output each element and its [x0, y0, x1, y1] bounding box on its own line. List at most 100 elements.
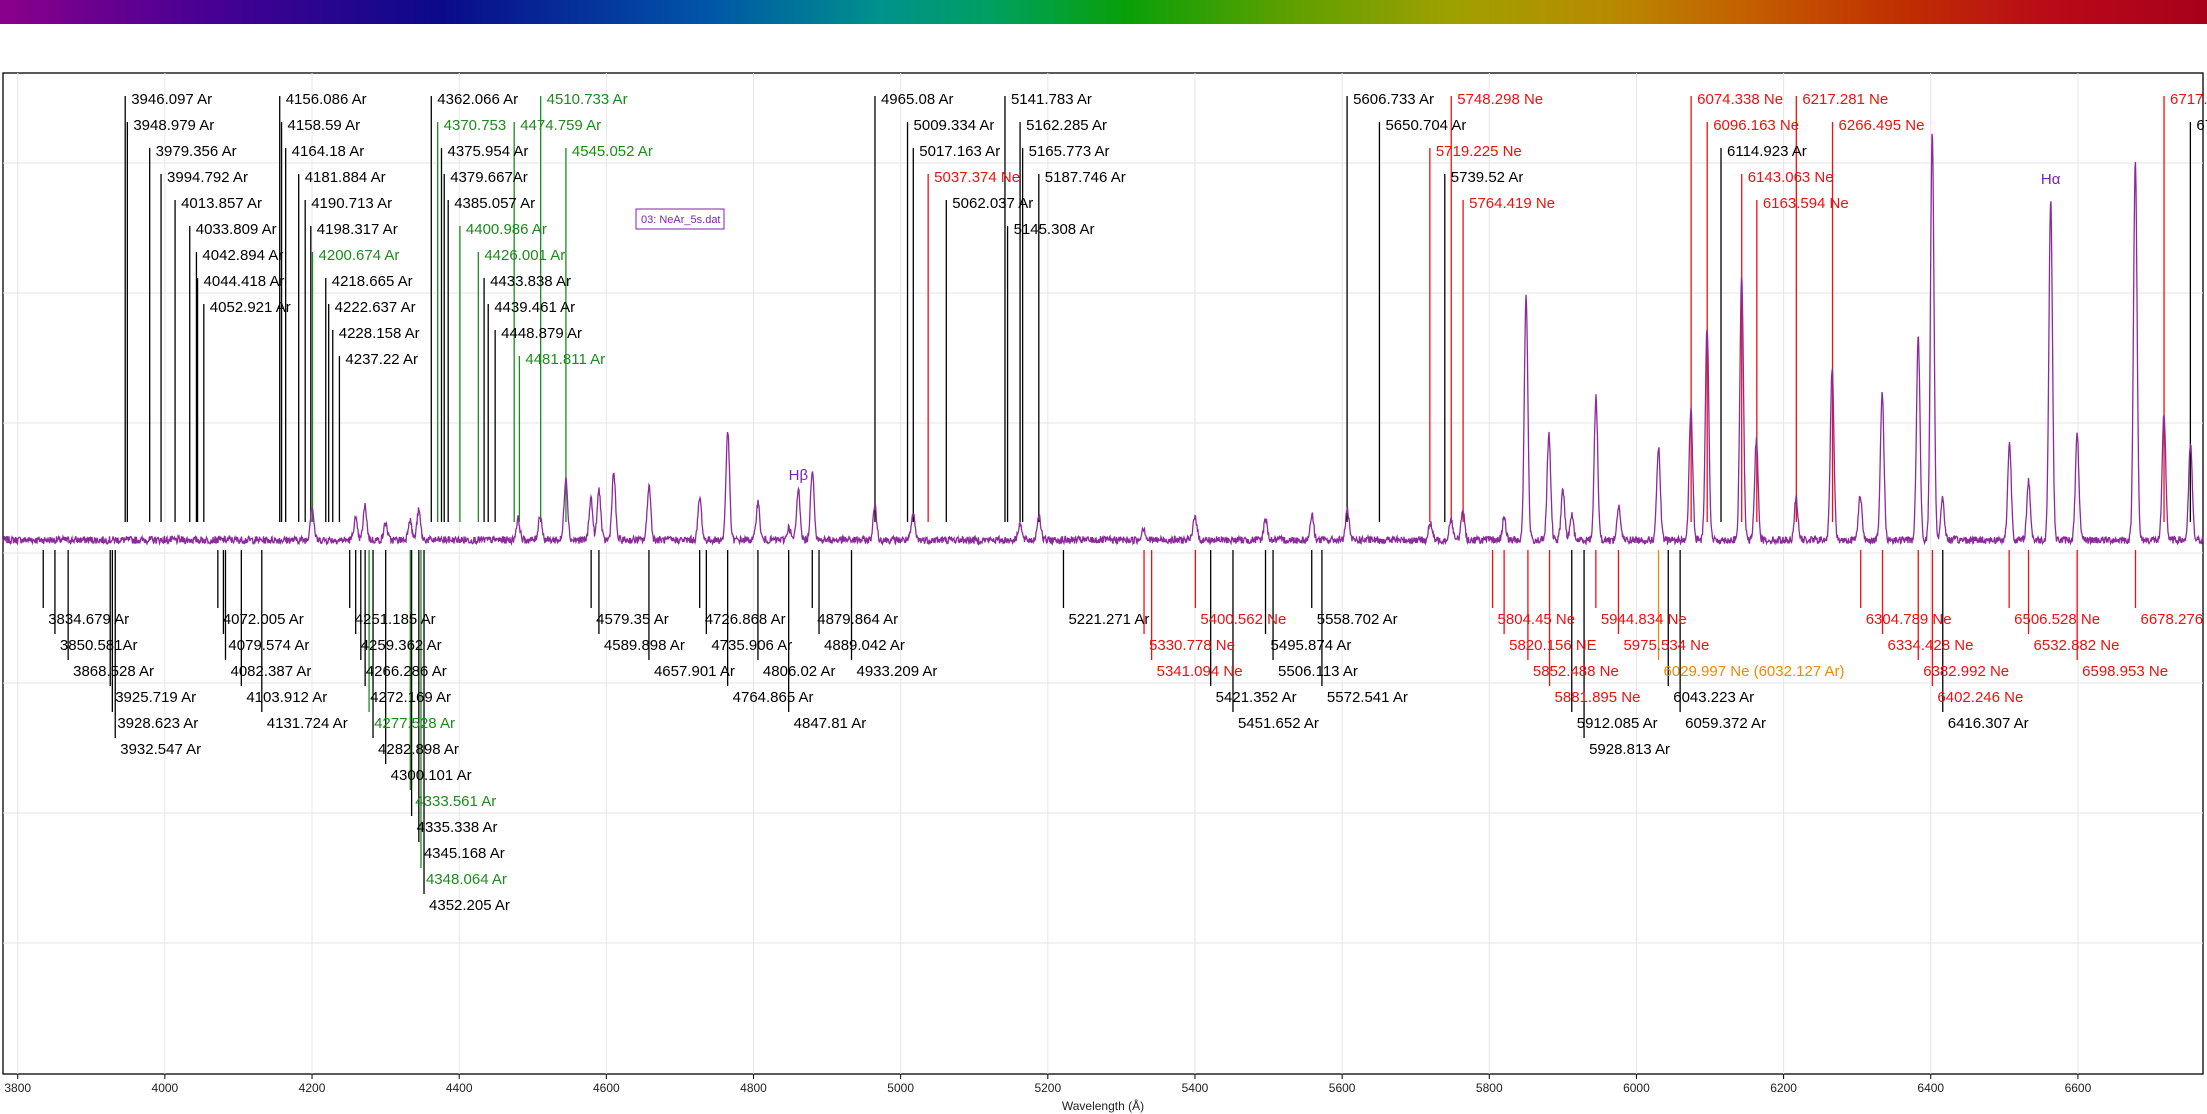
balmer-labels: Hβ Hα [789, 171, 2061, 484]
line-label: 5341.094 Ne [1157, 663, 1243, 680]
line-label: 5062.037 Ar [952, 195, 1033, 212]
line-label: 3932.547 Ar [120, 741, 201, 758]
line-label: 4335.338 Ar [417, 819, 498, 836]
legend-label: 03: NeAr_5s.dat [641, 214, 721, 226]
line-label: 4400.986 Ar [466, 221, 547, 238]
balmer-label: Hα [2041, 171, 2061, 188]
line-label: 6029.997 Ne (6032.127 Ar) [1664, 663, 1845, 680]
line-label: 5037.374 Ne [934, 169, 1020, 186]
line-label: 4181.884 Ar [305, 169, 386, 186]
line-label: 5506.113 Ar [1278, 663, 1358, 680]
line-label: 5009.334 Ar [914, 117, 995, 134]
line-label: 5606.733 Ar [1353, 91, 1434, 108]
line-label: 5719.225 Ne [1436, 143, 1522, 160]
line-label: 4156.086 Ar [286, 91, 367, 108]
line-label: 4333.561 Ar [415, 793, 496, 810]
line-label: 3994.792 Ar [167, 169, 248, 186]
color-spectrum-bar [0, 0, 2207, 24]
line-label: 6217.281 Ne [1802, 91, 1888, 108]
line-label: 4200.674 Ar [319, 247, 400, 264]
line-label: 4889.042 Ar [824, 637, 905, 654]
line-label: 4345.168 Ar [424, 845, 505, 862]
line-label: 3850.581Ar [60, 637, 138, 654]
line-label: 4448.879 Ar [501, 325, 582, 342]
line-label: 6043.223 Ar [1673, 689, 1754, 706]
line-label: 5650.704 Ar [1385, 117, 1466, 134]
line-label: 4082.387 Ar [230, 663, 311, 680]
x-tick-label: 4400 [446, 1081, 473, 1095]
x-tick-label: 4200 [299, 1081, 326, 1095]
line-label: 5804.45 Ne [1498, 611, 1576, 628]
line-labels: 3946.097 Ar 3948.979 Ar 3979.356 Ar 3994.79… [48, 91, 2207, 914]
line-label: 5764.419 Ne [1469, 195, 1555, 212]
line-label: 5451.652 Ar [1238, 715, 1319, 732]
line-label: 4222.637 Ar [335, 299, 416, 316]
x-tick-label: 5600 [1329, 1081, 1356, 1095]
x-tick-label: 6400 [1917, 1081, 1944, 1095]
line-label: 6598.953 Ne [2082, 663, 2168, 680]
line-label: 5141.783 Ar [1011, 91, 1092, 108]
line-label: 4251.185 Ar [355, 611, 436, 628]
line-label: 6678.276 Ne [2141, 611, 2207, 628]
line-label: 4300.101 Ar [391, 767, 472, 784]
line-label: 4545.052 Ar [572, 143, 653, 160]
line-label: 4510.733 Ar [547, 91, 628, 108]
line-label: 6334.428 Ne [1888, 637, 1974, 654]
line-label: 6532.882 Ne [2034, 637, 2120, 654]
line-label: 5495.874 Ar [1271, 637, 1352, 654]
line-label: 3946.097 Ar [131, 91, 212, 108]
line-label: 6382.992 Ne [1923, 663, 2009, 680]
line-label: 4277.528 Ar [374, 715, 455, 732]
line-label: 5881.895 Ne [1555, 689, 1641, 706]
line-label: 5558.702 Ar [1317, 611, 1398, 628]
line-label: 4439.461 Ar [494, 299, 575, 316]
line-label: 4379.667Ar [450, 169, 528, 186]
balmer-label: Hβ [789, 467, 809, 484]
line-label: 5017.163 Ar [919, 143, 1000, 160]
line-label: 4474.759 Ar [520, 117, 601, 134]
line-label: 4198.317 Ar [317, 221, 398, 238]
line-label: 5221.271 Ar [1068, 611, 1149, 628]
x-tick-label: 4800 [740, 1081, 767, 1095]
line-label: 5912.085 Ar [1577, 715, 1658, 732]
line-label: 4933.209 Ar [857, 663, 938, 680]
line-label: 4072.005 Ar [223, 611, 304, 628]
line-label: 4375.954 Ar [447, 143, 528, 160]
line-label: 4735.906 Ar [711, 637, 792, 654]
legend-box[interactable]: 03: NeAr_5s.dat [635, 208, 725, 230]
line-label: 6114.923 Ar [1727, 143, 1807, 160]
line-label: 4228.158 Ar [339, 325, 420, 342]
line-label: 4079.574 Ar [228, 637, 309, 654]
x-tick-label: 5000 [887, 1081, 914, 1095]
line-label: 6506.528 Ne [2014, 611, 2100, 628]
line-label: 5162.285 Ar [1026, 117, 1107, 134]
line-label: 6416.307 Ar [1948, 715, 2029, 732]
line-label: 3925.719 Ar [115, 689, 196, 706]
line-label: 4044.418 Ar [204, 273, 285, 290]
line-label: 4589.898 Ar [604, 637, 685, 654]
line-label: 5187.746 Ar [1045, 169, 1126, 186]
line-label: 4657.901 Ar [654, 663, 735, 680]
grid [3, 73, 2203, 1074]
line-label: 5852.488 Ne [1533, 663, 1619, 680]
line-label: 6059.372 Ar [1685, 715, 1766, 732]
line-label: 4385.057 Ar [454, 195, 535, 212]
line-label: 4806.02 Ar [763, 663, 836, 680]
line-label: 5165.773 Ar [1029, 143, 1110, 160]
line-label: 4370.753 [444, 117, 507, 134]
legend-frame [635, 208, 725, 230]
line-label: 5145.308 Ar [1014, 221, 1095, 238]
line-label: 4282.898 Ar [378, 741, 459, 758]
line-label: 4965.08 Ar [881, 91, 954, 108]
line-label: 4052.921 Ar [210, 299, 291, 316]
line-label: 4103.912 Ar [246, 689, 327, 706]
line-label: 4348.064 Ar [426, 871, 507, 888]
line-label: 4362.066 Ar [437, 91, 518, 108]
line-label: 6402.246 Ne [1937, 689, 2023, 706]
line-label: 4164.18 Ar [292, 143, 365, 160]
line-label: 4764.865 Ar [733, 689, 814, 706]
line-label: 4259.362 Ar [361, 637, 442, 654]
line-label: 4847.81 Ar [794, 715, 867, 732]
line-label: 4033.809 Ar [196, 221, 277, 238]
line-label: 6074.338 Ne [1697, 91, 1783, 108]
